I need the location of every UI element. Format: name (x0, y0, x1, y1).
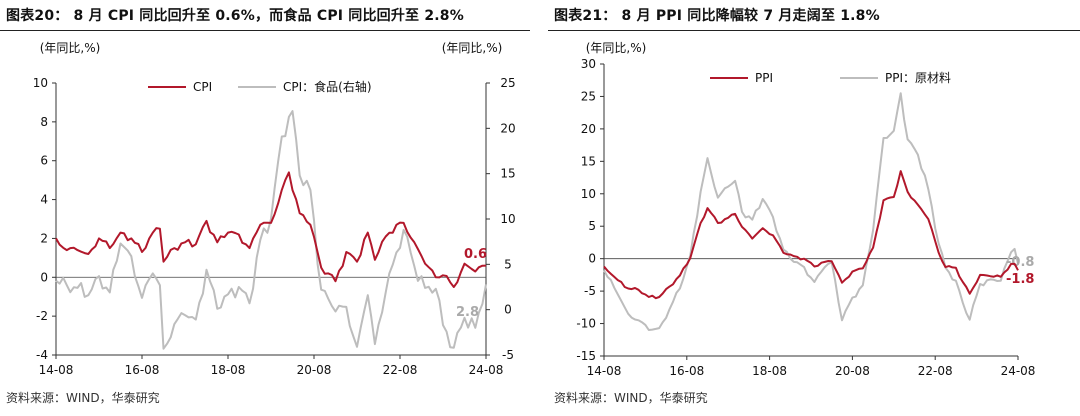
y-tick-label-left: 4 (40, 193, 48, 207)
y-tick-label-left: -15 (576, 349, 596, 363)
source-note: 资料来源：WIND，华泰研究 (6, 391, 160, 405)
y-unit-left: (年同比,%) (40, 41, 101, 55)
series-end-label: -1.8 (1006, 272, 1034, 287)
y-tick-label-left: 0 (588, 252, 596, 266)
y-tick-label-left: 10 (581, 187, 596, 201)
x-tick-label: 22-08 (918, 364, 953, 378)
y-tick-label-left: -10 (576, 317, 596, 331)
chart-title: 图表20： 8 月 CPI 同比回升至 0.6%，而食品 CPI 同比回升至 2… (6, 8, 464, 24)
y-tick-label-left: 0 (40, 270, 48, 284)
y-tick-label-right: 20 (500, 121, 515, 135)
y-tick-label-left: 5 (588, 219, 596, 233)
legend-label: CPI：食品(右轴) (283, 79, 372, 94)
x-tick-label: 16-08 (125, 363, 160, 377)
x-tick-label: 14-08 (39, 363, 74, 377)
x-tick-label: 24-08 (1001, 364, 1036, 378)
legend-label: PPI：原材料 (885, 71, 951, 85)
source-note: 资料来源：WIND，华泰研究 (554, 391, 708, 405)
x-tick-label: 20-08 (835, 364, 870, 378)
legend-label: PPI (755, 71, 773, 85)
y-tick-label-left: 2 (40, 231, 48, 245)
y-unit-right: (年同比,%) (442, 41, 503, 55)
cpi-chart: -4 -2 0 2 4 6 8 10 -5 0 5 10 15 20 25 14-08 16-08 18-08 20… (33, 41, 516, 377)
chart-panel-left: 图表20： 8 月 CPI 同比回升至 0.6%，而食品 CPI 同比回升至 2… (0, 0, 530, 416)
y-tick-label-left: 30 (581, 57, 596, 71)
y-tick-label-left: 10 (33, 76, 48, 90)
y-tick-label-left: -5 (584, 284, 596, 298)
chart-title: 图表21： 8 月 PPI 同比降幅较 7 月走阔至 1.8% (554, 8, 880, 24)
series-line-gray (603, 92, 1019, 331)
y-tick-label-left: 6 (40, 154, 48, 168)
series-line-red (55, 171, 487, 288)
y-tick-label-left: 25 (581, 89, 596, 103)
title-rule (0, 30, 530, 31)
y-tick-label-left: -2 (36, 309, 48, 323)
series-end-label: -0.8 (1006, 255, 1034, 270)
ppi-chart: -15 -10 -5 0 5 10 15 20 25 30 14-08 16-08 18-08 20-08… (576, 41, 1036, 378)
y-unit-left: (年同比,%) (586, 41, 647, 55)
series-end-label: 0.6 (464, 247, 487, 262)
y-tick-label-right: 0 (504, 303, 512, 317)
series-line-red (603, 170, 1019, 300)
x-tick-label: 14-08 (587, 364, 622, 378)
x-tick-label: 18-08 (211, 363, 246, 377)
y-tick-label-right: 5 (504, 257, 512, 271)
y-tick-label-right: -5 (502, 348, 514, 362)
x-tick-label: 18-08 (752, 364, 787, 378)
x-tick-label: 20-08 (297, 363, 332, 377)
x-tick-label: 24-08 (469, 363, 504, 377)
x-tick-label: 22-08 (383, 363, 418, 377)
y-tick-label-right: 25 (500, 76, 515, 90)
y-tick-label-left: -4 (36, 348, 48, 362)
chart-panel-right: 图表21： 8 月 PPI 同比降幅较 7 月走阔至 1.8% -15 -10 -5… (548, 0, 1080, 416)
y-tick-label-right: 10 (500, 212, 515, 226)
y-tick-label-left: 15 (581, 154, 596, 168)
title-rule (548, 30, 1080, 31)
y-tick-label-left: 20 (581, 122, 596, 136)
legend-label: CPI (193, 80, 212, 94)
series-end-label: 2.8 (456, 305, 479, 320)
series-line-gray (55, 110, 487, 350)
y-tick-label-left: 8 (40, 115, 48, 129)
y-tick-label-right: 15 (500, 167, 515, 181)
x-tick-label: 16-08 (669, 364, 704, 378)
